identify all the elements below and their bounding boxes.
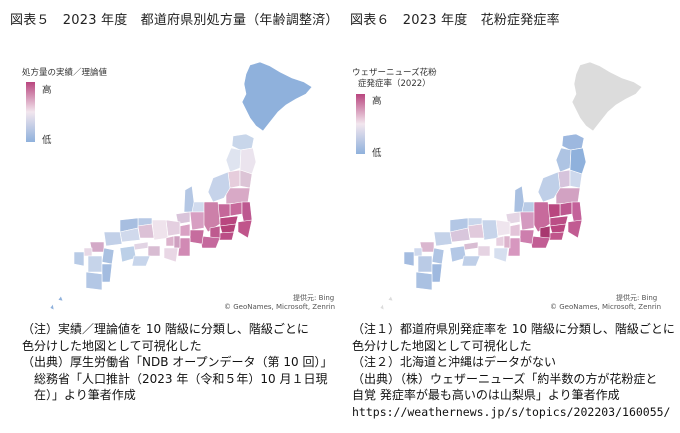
hyogo xyxy=(151,219,169,241)
hyogo xyxy=(481,219,499,241)
ishikawa xyxy=(183,185,195,213)
iwate xyxy=(239,147,257,175)
kanagawa xyxy=(547,231,565,241)
okayama xyxy=(467,223,485,239)
figure5-title: 図表５ 2023 年度 都道府県別処方量（年齢調整済） xyxy=(10,13,339,28)
figure5-legend-high: 高 xyxy=(42,85,52,96)
mie xyxy=(177,237,191,257)
oita xyxy=(431,247,445,265)
tokushima xyxy=(477,245,491,257)
figure6-japan-map xyxy=(379,61,643,311)
aichi xyxy=(519,229,535,245)
fukui xyxy=(505,211,521,225)
gifu xyxy=(189,211,205,231)
oita xyxy=(101,247,115,265)
figure6-note-line: （出典）（株）ウェザーニューズ「約半数の方が花粉症と xyxy=(352,371,658,386)
iwate xyxy=(569,147,587,175)
figure5-japan-map xyxy=(49,61,313,311)
akita xyxy=(555,147,572,173)
chiba xyxy=(237,219,253,239)
fukushima xyxy=(225,187,251,205)
figure6-note-line: （注１）都道府県別発症率を 10 階級に分類し、階級ごとに xyxy=(352,322,675,336)
kyoto xyxy=(165,219,181,237)
miyazaki xyxy=(101,263,113,283)
figure5-note-line: （出典）厚生労働省「NDB オープンデータ（第 10 回）」 xyxy=(22,355,333,370)
figure6-notes: （注１）都道府県別発症率を 10 階級に分類し、階級ごとに 色分けした地図として… xyxy=(352,321,675,421)
tochigi xyxy=(229,201,243,217)
okayama xyxy=(137,223,155,239)
tochigi xyxy=(559,201,573,217)
okinawa xyxy=(49,295,64,311)
kyoto xyxy=(495,219,511,237)
wakayama xyxy=(493,247,509,263)
osaka xyxy=(165,235,175,247)
figure6-legend-high: 高 xyxy=(372,96,382,107)
figure6-credit-attribution: © GeoNames, Microsoft, Zenrin xyxy=(550,303,662,311)
fukushima xyxy=(555,187,581,205)
yamanashi xyxy=(539,225,551,239)
figure6-note-url: https://weathernews.jp/s/topics/202203/1… xyxy=(352,404,671,419)
shiga xyxy=(509,223,521,237)
figure5-legend-low: 低 xyxy=(42,135,52,146)
kagawa xyxy=(133,241,149,251)
kumamoto xyxy=(417,255,433,273)
kumamoto xyxy=(87,255,103,273)
kochi xyxy=(461,255,481,267)
kagawa xyxy=(463,241,479,251)
figure6-legend-title-line2: 症発症率（2022） xyxy=(358,79,431,89)
ishikawa xyxy=(513,185,525,213)
hokkaido xyxy=(241,61,313,132)
miyazaki xyxy=(431,263,443,283)
figure5-credit-source: 提供元: Bing xyxy=(293,294,335,302)
yamanashi xyxy=(209,225,221,239)
okinawa xyxy=(379,295,394,311)
kochi xyxy=(131,255,151,267)
figure5-notes: （注）実績／理論値を 10 階級に分類し、階級ごとに 色分けした地図として可視化… xyxy=(22,321,332,404)
nara xyxy=(503,235,511,249)
aomori xyxy=(231,133,255,151)
osaka xyxy=(495,235,505,247)
yamaguchi xyxy=(103,231,123,247)
aomori xyxy=(561,133,585,151)
saga xyxy=(413,247,423,257)
chiba xyxy=(567,219,583,239)
figure6-title: 図表６ 2023 年度 花粉症発症率 xyxy=(350,13,560,28)
kanagawa xyxy=(217,231,235,241)
saga xyxy=(83,247,93,257)
figure5-note-line: （注）実績／理論値を 10 階級に分類し、階級ごとに xyxy=(22,322,309,336)
figure5-note-line: 在）」より筆者作成 xyxy=(34,388,136,403)
figure5-credit-attribution: © GeoNames, Microsoft, Zenrin xyxy=(224,303,336,311)
figure6-note-line: 色分けした地図として可視化した xyxy=(352,338,532,353)
figure5-map-panel: 処方量の実績／理論値 高 低 提供元: Bing © GeoNames, Mic… xyxy=(8,52,338,314)
aichi xyxy=(189,229,205,245)
figure6-legend-color-bar xyxy=(356,94,365,154)
wakayama xyxy=(163,247,179,263)
figure6-map-panel: ウェザーニューズ花粉 症発症率（2022） 高 低 提供元: Bing © Ge… xyxy=(338,52,668,314)
figure6-legend-title-line1: ウェザーニューズ花粉 xyxy=(352,68,437,78)
tokushima xyxy=(147,245,161,257)
figure6-credit-source: 提供元: Bing xyxy=(616,294,658,302)
gifu xyxy=(519,211,535,231)
figure5-legend-title: 処方量の実績／理論値 xyxy=(22,68,108,78)
akita xyxy=(225,147,242,173)
yamaguchi xyxy=(433,231,453,247)
figure6-legend-low: 低 xyxy=(372,148,382,159)
mie xyxy=(507,237,521,257)
figure6-note-line: 自覚 発症率が最も高いのは山梨県」より筆者作成 xyxy=(352,388,620,403)
figure5-note-line: 総務省「人口推計（2023 年（令和５年）10 月１日現 xyxy=(34,371,328,386)
nagasaki xyxy=(73,251,85,267)
fukui xyxy=(175,211,191,225)
kagoshima xyxy=(415,271,433,291)
figure6-note-line: （注２）北海道と沖縄はデータがない xyxy=(352,355,557,370)
niigata xyxy=(537,171,561,203)
nara xyxy=(173,235,181,249)
nagasaki xyxy=(403,251,415,267)
figure5-legend-color-bar xyxy=(26,82,35,142)
hokkaido xyxy=(571,61,643,132)
figure5-note-line: 色分けした地図として可視化した xyxy=(22,338,202,353)
kagoshima xyxy=(85,271,103,291)
niigata xyxy=(207,171,231,203)
shiga xyxy=(179,223,191,237)
